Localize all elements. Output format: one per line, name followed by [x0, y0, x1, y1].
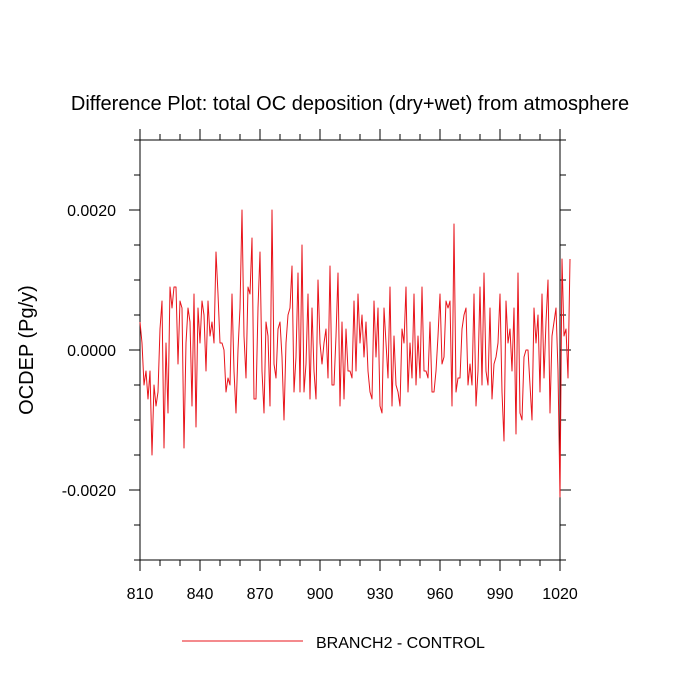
- y-tick-label: 0.0020: [67, 203, 116, 220]
- x-tick-label: 930: [367, 586, 394, 603]
- legend-label: BRANCH2 - CONTROL: [316, 635, 485, 652]
- x-axis: 810 840 870 900 930 960 990 1020: [127, 129, 578, 603]
- y-tick-label: 0.0000: [67, 343, 116, 360]
- x-tick-label: 990: [487, 586, 514, 603]
- x-tick-label: 1020: [542, 586, 578, 603]
- x-tick-label: 960: [427, 586, 454, 603]
- x-tick-label: 840: [187, 586, 214, 603]
- y-axis: -0.0020 0.0000 0.0020: [62, 139, 571, 561]
- legend: BRANCH2 - CONTROL: [182, 635, 485, 652]
- series-line-branch2-control: [139, 209, 571, 498]
- x-tick-label: 900: [307, 586, 334, 603]
- x-tick-label: 810: [127, 586, 154, 603]
- y-axis-label: OCDEP (Pg/y): [16, 285, 38, 415]
- x-tick-label: 870: [247, 586, 274, 603]
- chart-title: Difference Plot: total OC deposition (dr…: [71, 93, 629, 115]
- y-tick-label: -0.0020: [62, 483, 116, 500]
